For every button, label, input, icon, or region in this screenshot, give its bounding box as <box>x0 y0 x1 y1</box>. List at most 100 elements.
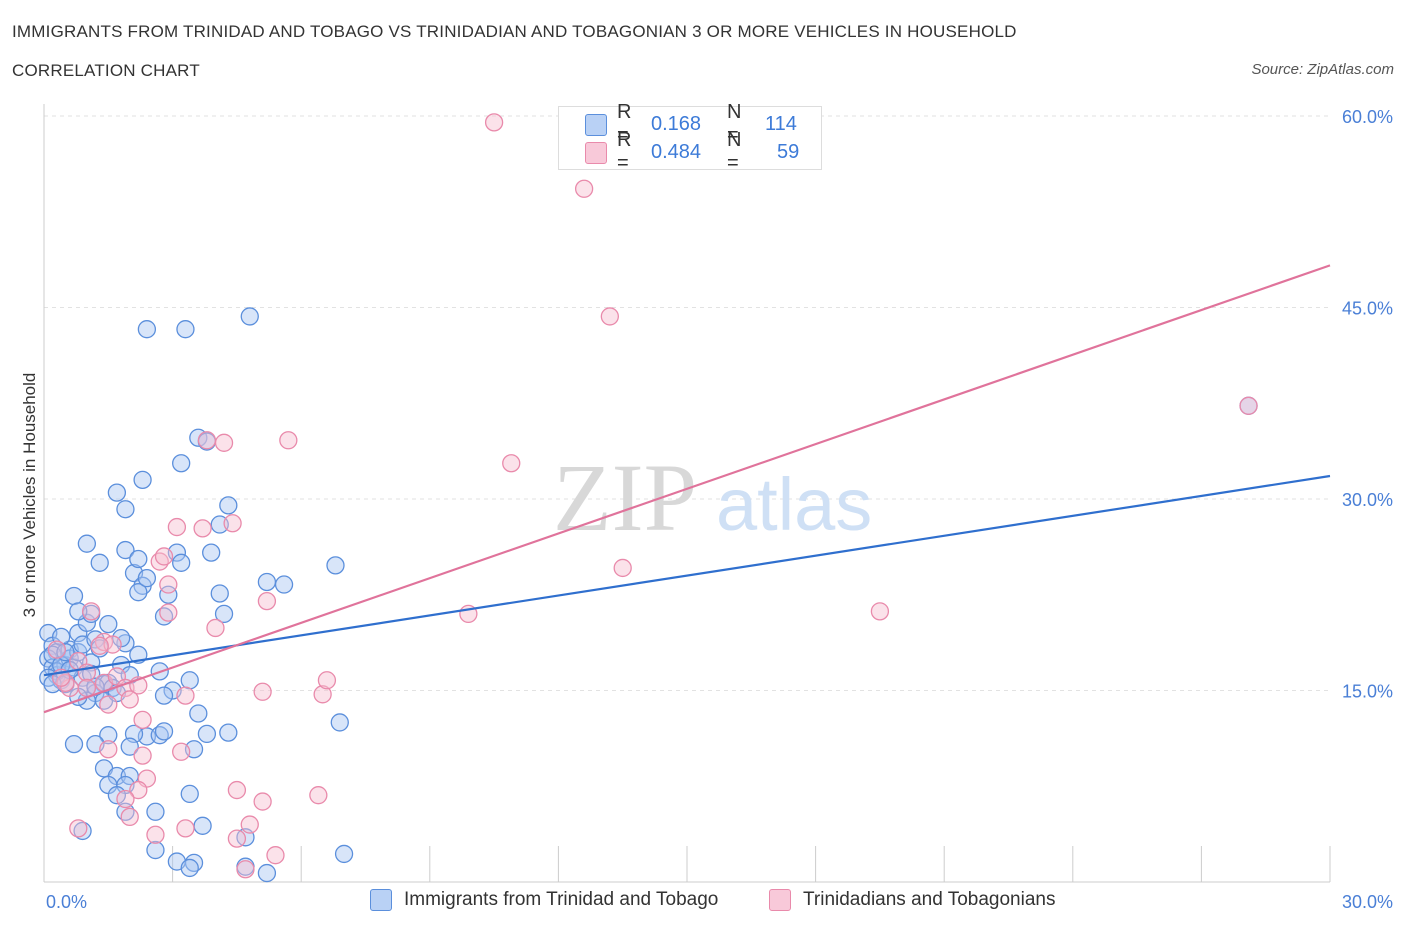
watermark-atlas: atlas <box>716 463 872 546</box>
blue-point <box>146 802 165 821</box>
blue-point <box>64 734 84 754</box>
legend-label: Trinidadians and Tobagonians <box>803 889 1056 910</box>
n-value: 59 <box>777 140 800 163</box>
pink-point <box>257 591 277 611</box>
blue-point <box>116 500 135 519</box>
pink-point <box>193 519 212 538</box>
pink-point <box>574 179 594 198</box>
blue-point <box>257 572 277 592</box>
legend-item-trinidadians: Trinidadians and Tobagonians <box>769 889 1055 911</box>
tick-labels: 15.0% 30.0% 45.0% 60.0% 0.0% 30.0% <box>46 107 1393 912</box>
blue-point <box>133 470 152 490</box>
y-tick-label: 15.0% <box>1342 682 1393 702</box>
pink-point <box>236 860 255 879</box>
blue-point <box>334 844 354 864</box>
r-label: R = <box>617 101 632 146</box>
blue-point <box>214 604 234 624</box>
blue-point <box>202 543 221 562</box>
r-label: R = <box>617 129 632 174</box>
legend-label: Immigrants from Trinidad and Tobago <box>404 889 719 910</box>
blue-point <box>326 556 345 575</box>
blue-trend-line <box>43 474 1331 677</box>
blue-swatch <box>585 114 607 136</box>
watermark: ZIP atlas <box>553 444 872 551</box>
y-tick-label: 45.0% <box>1342 299 1393 319</box>
blue-point <box>240 307 259 326</box>
pink-point <box>613 558 632 578</box>
pink-point <box>99 740 118 759</box>
blue-point <box>137 320 157 339</box>
y-tick-label: 30.0% <box>1342 490 1393 510</box>
pink-point <box>600 307 619 326</box>
pink-point <box>223 514 242 533</box>
pink-point <box>176 686 195 705</box>
pink-point <box>99 695 118 714</box>
n-value: 114 <box>765 112 797 135</box>
pink-point <box>197 431 217 450</box>
blue-point <box>107 483 127 502</box>
chart-title: IMMIGRANTS FROM TRINIDAD AND TOBAGO VS T… <box>12 22 1017 41</box>
chart-subtitle: CORRELATION CHART <box>12 61 200 80</box>
blue-point <box>107 786 127 805</box>
blue-point <box>189 704 208 723</box>
pink-point <box>317 671 337 690</box>
r-value: 0.484 <box>651 140 702 163</box>
pink-trend-line <box>43 264 1331 714</box>
blue-point <box>172 454 191 473</box>
pink-point <box>159 603 178 622</box>
pink-point <box>77 678 97 698</box>
blue-point <box>77 534 97 553</box>
pink-point <box>133 710 152 730</box>
pink-point <box>159 575 178 594</box>
legend-swatch-blue <box>370 889 392 911</box>
trend-lines <box>43 264 1331 714</box>
blue-point <box>116 540 135 560</box>
legend-item-immigrants: Immigrants from Trinidad and Tobago <box>370 889 718 911</box>
blue-point <box>274 575 294 594</box>
blue-point <box>197 724 217 744</box>
blue-point <box>129 583 148 602</box>
blue-point <box>64 586 84 606</box>
pink-point <box>172 742 191 761</box>
blue-point <box>180 858 199 878</box>
blue-point <box>159 585 178 604</box>
blue-point <box>219 723 238 742</box>
blue-point <box>120 737 139 756</box>
pink-point <box>240 815 259 834</box>
stats-box: R = 0.168 N = 114 R = 0.484 N = 59 <box>558 101 822 174</box>
blue-point <box>210 584 229 603</box>
blue-point <box>69 602 88 621</box>
pink-point <box>253 792 272 811</box>
pink-point <box>146 825 165 844</box>
legend-swatch-pink <box>769 889 791 911</box>
blue-point <box>176 320 195 339</box>
x-tick-label: 0.0% <box>46 892 87 912</box>
blue-point <box>219 496 238 515</box>
n-label: N = <box>727 129 742 174</box>
source-note: Source: ZipAtlas.com <box>1251 61 1394 78</box>
blue-point <box>193 816 212 835</box>
pink-point <box>47 640 67 659</box>
pink-point <box>870 602 890 621</box>
pink-point <box>69 819 88 838</box>
blue-point <box>99 726 118 745</box>
x-tick-label: 30.0% <box>1342 892 1393 912</box>
pink-point <box>253 682 272 701</box>
pink-swatch <box>585 142 607 164</box>
pink-point <box>120 690 139 709</box>
blue-point <box>257 863 277 883</box>
blue-point <box>129 549 148 569</box>
blue-point <box>180 671 199 690</box>
blue-point <box>90 553 109 572</box>
blue-point <box>180 784 199 804</box>
blue-point <box>146 840 165 860</box>
pink-point <box>309 786 328 805</box>
r-value: 0.168 <box>651 112 702 135</box>
pink-point <box>154 547 174 566</box>
pink-point <box>266 846 285 865</box>
pink-point <box>484 113 504 132</box>
pink-point <box>313 685 332 704</box>
watermark-zip: ZIP <box>553 444 697 551</box>
n-label: N = <box>727 101 742 146</box>
